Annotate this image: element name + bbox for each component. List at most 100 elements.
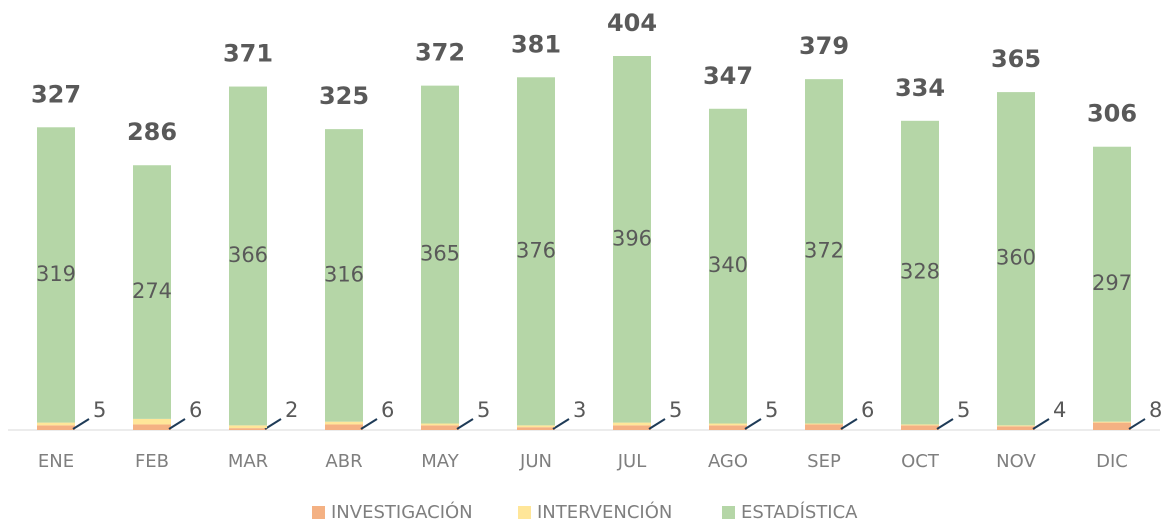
bar-segment: [613, 56, 651, 423]
x-tick-label: AGO: [708, 451, 748, 472]
x-tick-label: OCT: [901, 451, 940, 472]
data-label: 8: [1149, 398, 1162, 422]
bar-segment: [997, 92, 1035, 426]
x-tick-label: SEP: [807, 451, 841, 472]
data-label: 319: [36, 262, 76, 286]
total-label: 381: [511, 30, 561, 58]
x-tick-label: NOV: [996, 451, 1036, 472]
x-tick-label: ABR: [325, 451, 362, 472]
data-label: 5: [765, 398, 778, 422]
legend-label: ESTADÍSTICA: [741, 501, 858, 523]
bar-segment: [517, 425, 555, 428]
bar-segment: [517, 77, 555, 426]
bar-segment: [805, 424, 843, 430]
bar-segment: [133, 165, 171, 419]
legend-label: INVESTIGACIÓN: [331, 501, 473, 523]
x-tick-label: FEB: [135, 451, 169, 472]
leader-line: [360, 418, 378, 430]
data-label: 5: [669, 398, 682, 422]
data-label: 5: [957, 398, 970, 422]
bar-segment: [997, 426, 1035, 430]
total-label: 404: [607, 9, 657, 37]
x-tick-label: MAR: [228, 451, 268, 472]
x-tick-label: JUL: [617, 451, 647, 472]
leader-line: [840, 418, 858, 430]
bar-segment: [325, 129, 363, 422]
bar-segment: [517, 427, 555, 430]
total-label: 379: [799, 32, 849, 60]
data-label: 365: [420, 242, 460, 266]
bar-segment: [901, 424, 939, 426]
legend-swatch: [722, 506, 735, 519]
x-tick-label: DIC: [1096, 451, 1128, 472]
data-label: 360: [996, 246, 1036, 270]
data-label: 4: [1053, 398, 1066, 422]
total-label: 347: [703, 62, 753, 90]
data-label: 5: [93, 398, 106, 422]
bar-segment: [1093, 422, 1131, 430]
data-label: 6: [381, 398, 394, 422]
data-label: 316: [324, 262, 364, 286]
total-label: 327: [31, 80, 81, 108]
total-label: 365: [991, 45, 1041, 73]
bar-segment: [613, 422, 651, 426]
bar-segment: [613, 425, 651, 430]
bar-segment: [805, 423, 843, 425]
bar-segment: [1093, 421, 1131, 423]
data-label: 6: [189, 398, 202, 422]
x-tick-label: JUN: [519, 451, 552, 472]
total-label: 325: [319, 82, 369, 110]
bar-segment: [133, 418, 171, 425]
bar-segment: [229, 425, 267, 429]
legend-label: INTERVENCIÓN: [537, 501, 672, 523]
bar-segment: [421, 425, 459, 430]
x-tick-label: MAY: [421, 451, 459, 472]
leader-line: [72, 418, 90, 430]
total-label: 372: [415, 39, 465, 67]
bar-segment: [229, 86, 267, 426]
total-label: 286: [127, 118, 177, 146]
x-tick-label: ENE: [38, 451, 74, 472]
total-label: 371: [223, 40, 273, 68]
bar-segment: [709, 108, 747, 424]
bar-segment: [1093, 146, 1131, 422]
data-label: 376: [516, 238, 556, 262]
leader-line: [744, 418, 762, 430]
leader-line: [1128, 418, 1146, 430]
data-label: 396: [612, 226, 652, 250]
leader-line: [1032, 418, 1050, 430]
data-label: 366: [228, 243, 268, 267]
bar-segment: [901, 120, 939, 425]
data-label: 5: [477, 398, 490, 422]
leader-line: [648, 418, 666, 430]
bar-segment: [37, 425, 75, 430]
leader-line: [552, 418, 570, 430]
bar-segment: [709, 423, 747, 426]
total-label: 334: [895, 74, 945, 102]
data-label: 340: [708, 253, 748, 277]
data-label: 3: [573, 398, 586, 422]
bar-segment: [421, 85, 459, 424]
leader-line: [456, 418, 474, 430]
leader-line: [936, 418, 954, 430]
data-label: 2: [285, 398, 298, 422]
data-label: 328: [900, 260, 940, 284]
bar-segment: [997, 425, 1035, 427]
legend-swatch: [312, 506, 325, 519]
bar-segment: [901, 425, 939, 430]
bar-segment: [37, 127, 75, 423]
leader-line: [168, 418, 186, 430]
bar-segment: [37, 422, 75, 426]
data-label: 372: [804, 238, 844, 262]
total-label: 306: [1087, 100, 1137, 128]
bar-segment: [325, 424, 363, 430]
data-label: 297: [1092, 271, 1132, 295]
bar-segment: [229, 428, 267, 430]
bar-segment: [325, 421, 363, 425]
leader-line: [264, 418, 282, 430]
bar-segment: [805, 79, 843, 424]
legend-swatch: [518, 506, 531, 519]
bar-segment: [709, 425, 747, 430]
bar-segment: [421, 423, 459, 426]
